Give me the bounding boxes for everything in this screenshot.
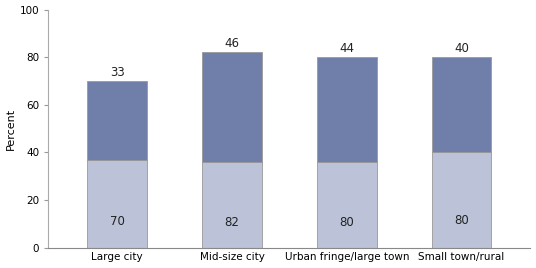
Y-axis label: Percent: Percent <box>5 107 16 150</box>
Text: 40: 40 <box>454 42 469 55</box>
Text: 80: 80 <box>339 216 354 229</box>
Text: 70: 70 <box>110 215 125 228</box>
Text: 80: 80 <box>454 214 469 227</box>
Bar <box>317 162 377 248</box>
Bar <box>317 57 377 162</box>
Bar <box>87 159 147 248</box>
Bar <box>431 57 492 152</box>
Text: 33: 33 <box>110 66 124 79</box>
Bar <box>202 53 262 162</box>
Bar <box>87 81 147 159</box>
Text: 82: 82 <box>225 216 240 229</box>
Text: 46: 46 <box>225 37 240 50</box>
Bar <box>202 162 262 248</box>
Text: 44: 44 <box>339 42 354 55</box>
Bar <box>431 152 492 248</box>
